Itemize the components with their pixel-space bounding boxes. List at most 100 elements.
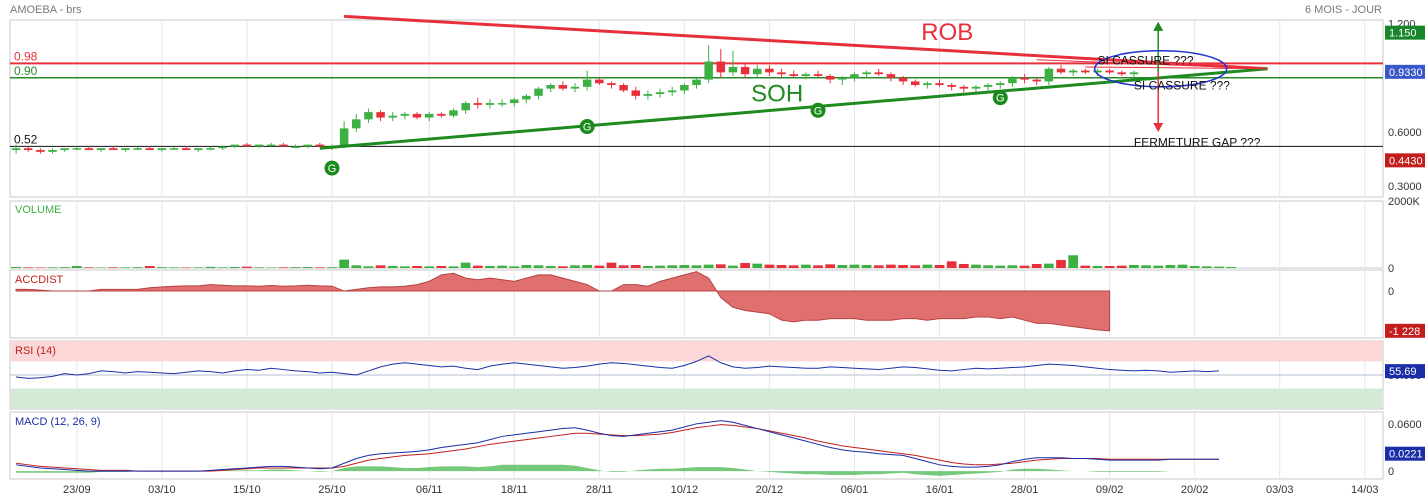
x-tick-label: 03/03 — [1266, 484, 1294, 496]
arrow-up-icon — [1153, 21, 1164, 31]
volume-bar — [327, 267, 337, 268]
price-frame — [9, 19, 1384, 198]
x-tick-label: 18/11 — [501, 484, 528, 496]
candle-body — [109, 148, 118, 151]
volume-bar — [679, 264, 690, 268]
candle-body — [631, 90, 641, 96]
volume-bar — [813, 265, 823, 268]
volume-bar — [1019, 265, 1030, 268]
candle-body — [1044, 68, 1054, 82]
g-signal-label: G — [814, 105, 823, 117]
volume-bar — [1153, 265, 1164, 268]
candle-body — [546, 85, 555, 89]
volume-bar — [898, 264, 908, 268]
volume-bar — [1226, 266, 1236, 268]
candle-body — [169, 148, 179, 150]
volume-bar — [728, 265, 738, 268]
volume-bar — [497, 265, 507, 268]
candle-body — [971, 86, 981, 89]
candle-body — [838, 77, 847, 80]
candle-body — [558, 85, 568, 89]
volume-bar — [667, 265, 678, 268]
candle-body — [874, 72, 884, 75]
candle-body — [181, 148, 191, 151]
candle-body — [983, 85, 993, 87]
volume-bar — [11, 266, 21, 268]
volume-frame — [9, 200, 1384, 269]
price-value-badge — [1385, 25, 1425, 40]
candle-body — [194, 148, 203, 151]
accdist-panel: ACCDIST 0 -1 228 — [15, 271, 1425, 338]
rsi-zone — [11, 388, 1382, 409]
trendline-soh — [319, 67, 1268, 150]
volume-bar — [1068, 255, 1079, 268]
volume-bar — [254, 267, 264, 268]
helper-line — [1085, 66, 1268, 70]
candle-body — [72, 148, 82, 150]
volume-bar — [1177, 264, 1188, 268]
candle-body — [437, 113, 446, 116]
volume-bar — [181, 267, 192, 268]
candle-body — [1105, 70, 1114, 73]
volume-bar — [424, 266, 435, 268]
rsi-value-badge-text: 55.69 — [1389, 366, 1417, 378]
candle-body — [36, 150, 45, 152]
candle-body — [1008, 77, 1017, 84]
x-tick-label: 20/12 — [756, 484, 784, 496]
candle-body — [206, 148, 215, 150]
candle-body — [339, 128, 349, 147]
volume-bar — [1129, 264, 1139, 268]
volume-bar — [740, 262, 750, 268]
candle-body — [801, 74, 811, 76]
volume-bar — [1092, 265, 1103, 268]
volume-bar — [764, 264, 775, 268]
g-signal-icon — [324, 160, 340, 176]
volume-title: VOLUME — [15, 204, 61, 216]
x-tick-label: 06/11 — [416, 484, 443, 496]
volume-bar — [193, 267, 204, 268]
candle-body — [461, 103, 470, 111]
candle-body — [364, 112, 373, 120]
candle-body — [740, 66, 750, 75]
x-tick-label: 14/03 — [1351, 484, 1379, 496]
volume-bar — [47, 267, 58, 268]
volume-bar — [922, 264, 933, 268]
volume-bar — [144, 265, 155, 268]
annotation-0: ROB — [921, 19, 973, 46]
accdist-value-badge-text: -1 228 — [1389, 326, 1420, 338]
candle-body — [48, 150, 57, 152]
volume-bar — [84, 267, 94, 268]
volume-bar — [557, 266, 568, 268]
candle-body — [218, 146, 227, 149]
candle-body — [509, 99, 519, 104]
x-tick-label: 25/10 — [318, 484, 346, 496]
x-tick-label: 28/01 — [1011, 484, 1039, 496]
x-tick-label: 23/09 — [63, 484, 91, 496]
g-signal-label: G — [583, 122, 592, 134]
volume-bar — [776, 264, 787, 268]
candle-body — [96, 148, 106, 151]
candle-body — [813, 74, 823, 76]
candle-body — [352, 119, 361, 129]
macd-y-tick: 0.0600 — [1388, 419, 1422, 431]
volume-bar — [59, 267, 70, 268]
candle-body — [947, 85, 956, 87]
volume-bar — [412, 265, 422, 268]
volume-bar — [1056, 259, 1066, 268]
candle-body — [923, 83, 932, 86]
macd-signal-line — [16, 424, 1219, 472]
macd-line — [16, 420, 1219, 472]
candle-body — [534, 88, 543, 96]
candle-body — [850, 74, 859, 78]
candle-body — [315, 144, 325, 147]
volume-bar — [351, 265, 362, 268]
volume-bar — [71, 265, 82, 268]
price-y-tick: 0.3000 — [1388, 181, 1422, 193]
helper-line — [1036, 59, 1268, 70]
volume-bar — [995, 265, 1006, 268]
x-axis: 23/09 03/10 15/10 25/10 06/11 18/11 28/11 10/12… — [63, 484, 1378, 496]
volume-bar — [120, 267, 131, 268]
candle-body — [254, 144, 264, 147]
volume-bar — [643, 265, 653, 268]
